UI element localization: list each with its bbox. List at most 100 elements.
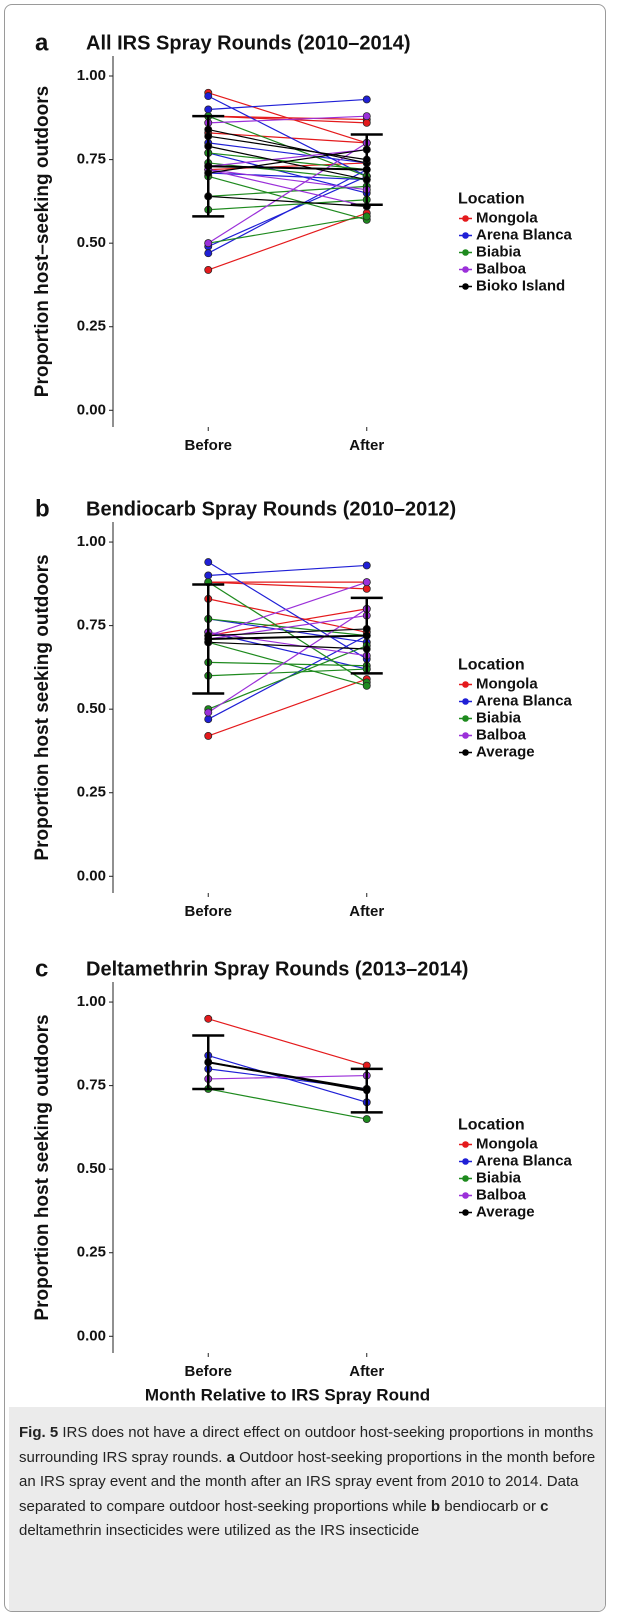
round-line [208, 199, 367, 211]
round-point [362, 212, 371, 221]
legend-key-dot [462, 266, 469, 273]
x-tick-label: After [349, 903, 384, 920]
round-point [204, 708, 213, 717]
round-line [208, 608, 367, 637]
y-tick-label: 0.75 [77, 617, 106, 634]
legend-label: Mongola [476, 1135, 538, 1152]
round-line [208, 618, 367, 643]
caption-label: b [430, 1497, 441, 1515]
round-line [208, 581, 367, 590]
mean-point [363, 166, 371, 174]
round-line [208, 212, 367, 271]
legend-label: Biabia [476, 709, 522, 726]
x-tick-label: Before [184, 903, 232, 920]
mean-point [363, 1087, 371, 1095]
round-point [362, 95, 371, 104]
y-tick-label: 1.00 [77, 533, 106, 550]
round-line [207, 608, 368, 714]
y-tick-label: 0.25 [77, 318, 106, 335]
legend-label: Balboa [476, 726, 527, 743]
round-point [204, 571, 213, 580]
x-tick-label: After [349, 1363, 384, 1380]
panel-letter: a [35, 29, 49, 56]
caption-label: a [226, 1448, 235, 1466]
round-point [362, 681, 371, 690]
chart-title: Deltamethrin Spray Rounds (2013–2014) [86, 958, 468, 980]
legend-key-dot [462, 1141, 469, 1148]
mean-line [208, 634, 367, 640]
legend-label: Arena Blanca [476, 226, 573, 243]
round-point [204, 239, 213, 248]
x-axis-title: Month Relative to IRS Spray Round [145, 1385, 430, 1404]
round-line [208, 169, 367, 207]
charts: a All IRS Spray Rounds (2010–2014) 0.00 0.2… [32, 29, 573, 1404]
round-line [207, 561, 368, 660]
y-tick-label: 0.50 [77, 234, 106, 251]
legend-label: Balboa [476, 260, 527, 277]
legend-key-dot [462, 215, 469, 222]
round-point [362, 112, 371, 121]
caption-text: IRS does not have a direct effect on out… [19, 1424, 594, 1466]
round-line [208, 175, 367, 221]
legend-title: Location [458, 1117, 525, 1134]
y-tick-label: 0.00 [77, 867, 106, 884]
round-line [208, 678, 367, 737]
mean-line [208, 1061, 367, 1092]
mean-point [204, 635, 212, 643]
round-line [208, 215, 367, 244]
chart-title: Bendiocarb Spray Rounds (2010–2012) [86, 498, 456, 520]
round-point [362, 118, 371, 127]
legend-key-dot [462, 283, 469, 290]
round-line [207, 142, 368, 244]
y-tick-label: 0.75 [77, 151, 106, 168]
round-line [208, 564, 367, 577]
legend-label: Average [476, 1203, 535, 1220]
round-point [362, 561, 371, 570]
round-line [208, 128, 367, 164]
round-point [204, 249, 213, 258]
legend-title: Location [458, 657, 525, 674]
legend-key-dot [462, 681, 469, 688]
round-line [208, 641, 367, 650]
legend-label: Arena Blanca [476, 1152, 573, 1169]
y-tick-label: 1.00 [77, 67, 106, 84]
round-point [204, 731, 213, 740]
caption-label: c [540, 1497, 549, 1515]
legend-key-dot [462, 749, 469, 756]
legend-label: Mongola [476, 675, 538, 692]
legend-key-dot [462, 1192, 469, 1199]
round-line [208, 98, 367, 111]
round-line [208, 1018, 367, 1067]
mean-point [363, 632, 371, 640]
y-axis-title: Proportion host seeking outdoors [32, 554, 53, 860]
y-tick-label: 1.00 [77, 993, 106, 1010]
legend-label: Biabia [476, 243, 522, 260]
mean-point [204, 162, 212, 170]
legend-label: Bioko Island [476, 277, 565, 294]
x-tick-label: After [349, 437, 384, 454]
round-point [204, 265, 213, 274]
round-line [208, 645, 367, 710]
round-line [208, 668, 367, 677]
round-line [208, 148, 367, 167]
y-axis-title: Proportion host seeking outdoors [32, 1014, 53, 1320]
round-line [208, 661, 367, 667]
round-line [207, 95, 368, 177]
legend-key-dot [462, 698, 469, 705]
round-point [204, 105, 213, 114]
round-point [362, 578, 371, 587]
panel-letter: b [35, 495, 50, 522]
figure-frame: a All IRS Spray Rounds (2010–2014) 0.00 0.2… [4, 4, 606, 1612]
legend-key-dot [462, 1158, 469, 1165]
caption-text: bendiocarb or [440, 1497, 541, 1515]
y-tick-label: 0.50 [77, 700, 106, 717]
legend-title: Location [458, 191, 525, 208]
round-point [204, 1014, 213, 1023]
legend-label: Average [476, 743, 535, 760]
round-line [208, 185, 367, 197]
round-line [208, 631, 367, 657]
x-tick-label: Before [184, 1363, 232, 1380]
legend-key-dot [462, 715, 469, 722]
caption-text: Outdoor host-seeking proportions in the … [19, 1448, 596, 1515]
